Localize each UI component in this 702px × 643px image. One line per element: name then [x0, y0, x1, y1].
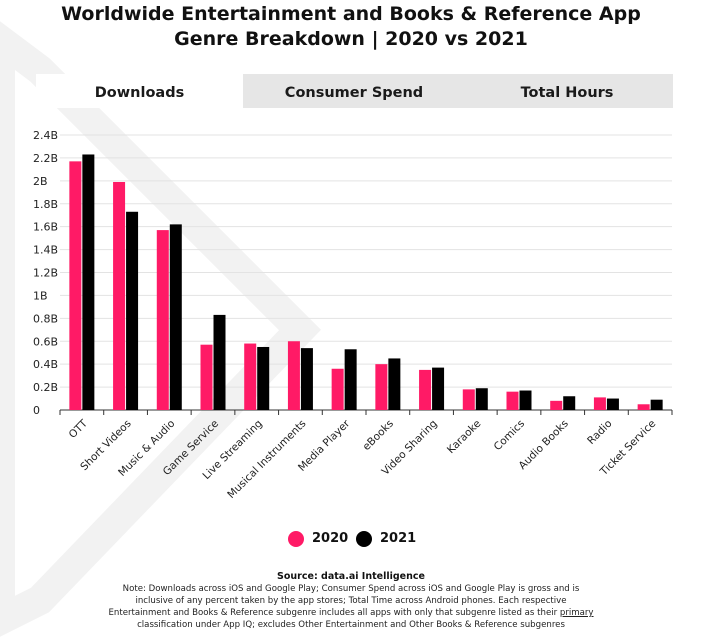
y-tick-label: 0.4B	[33, 358, 58, 371]
bar-2021	[432, 367, 445, 410]
footnote-part1: Note: Downloads across iOS and Google Pl…	[108, 584, 580, 618]
bar-2021	[82, 154, 95, 410]
bar-2020	[375, 364, 388, 410]
downloads-bar-chart: 0 0.2B 0.4B 0.6B 0.8B 1B 1.2B 1.4B 1.6B 1.8B 2B 2.2…	[33, 129, 673, 501]
bar-2020	[244, 343, 257, 410]
metric-tabs: Downloads Consumer Spend Total Hours	[36, 74, 673, 108]
x-tick-label: Comics	[492, 418, 527, 453]
bar-2021	[126, 211, 139, 410]
tab-downloads[interactable]: Downloads	[36, 74, 243, 108]
bar-2021	[388, 358, 401, 410]
bar-2020	[113, 181, 126, 410]
legend-label-2021: 2021	[380, 531, 417, 546]
tab-total-hours[interactable]: Total Hours	[520, 85, 614, 101]
y-tick-label: 0.8B	[33, 312, 58, 325]
bar-2020	[156, 230, 169, 410]
x-tick-label: Karaoke	[445, 418, 484, 457]
bar-2021	[475, 388, 488, 410]
chart-title: Worldwide Entertainment and Books & Refe…	[0, 2, 702, 52]
bar-2020	[506, 391, 519, 410]
bar-2020	[287, 341, 300, 410]
bar-2020	[200, 344, 213, 410]
y-tick-label: 1.6B	[33, 221, 58, 234]
y-tick-label: 1.8B	[33, 198, 58, 211]
y-tick-label: 1.4B	[33, 244, 58, 257]
legend-label-2020: 2020	[312, 531, 349, 546]
bar-2020	[331, 368, 344, 410]
y-tick-label: 2B	[33, 175, 48, 188]
chart-legend: 2020 2021	[0, 530, 702, 550]
y-tick-label: 0	[33, 404, 40, 417]
source-text: Source: data.ai Intelligence	[277, 571, 425, 582]
footnote-part2: classification under App IQ; excludes Ot…	[137, 620, 565, 630]
footnote-underlined: primary	[559, 608, 594, 618]
bar-2021	[257, 346, 270, 410]
bar-2020	[550, 400, 563, 410]
bar-2021	[650, 399, 663, 410]
tab-consumer-spend[interactable]: Consumer Spend	[284, 85, 424, 101]
y-tick-label: 0.6B	[33, 335, 58, 348]
bar-2021	[519, 390, 532, 410]
y-tick-label: 2.2B	[33, 152, 58, 165]
chart-title-line2: Genre Breakdown | 2020 vs 2021	[174, 28, 528, 50]
y-tick-label: 1.2B	[33, 267, 58, 280]
bar-2021	[606, 398, 619, 410]
bar-2020	[593, 397, 606, 410]
footnote: Note: Downloads across iOS and Google Pl…	[108, 583, 594, 631]
bar-2021	[344, 349, 357, 410]
bar-2020	[419, 369, 432, 410]
bar-2020	[637, 404, 650, 410]
x-tick-label: OTT	[67, 417, 91, 441]
bar-2021	[300, 348, 313, 410]
x-tick-label: Musical Instruments	[225, 418, 308, 501]
bar-2021	[213, 314, 226, 410]
bar-2020	[69, 161, 82, 410]
y-tick-label: 1B	[33, 289, 48, 302]
y-tick-label: 2.4B	[33, 129, 58, 142]
bar-2021	[169, 224, 182, 410]
chart-title-line1: Worldwide Entertainment and Books & Refe…	[61, 3, 641, 25]
legend-swatch-2021	[356, 531, 372, 547]
bar-2020	[462, 389, 475, 410]
x-tick-label: eBooks	[361, 418, 396, 453]
x-tick-label: Radio	[585, 418, 614, 447]
legend-swatch-2020	[288, 531, 304, 547]
bar-2021	[563, 396, 576, 410]
y-tick-label: 0.2B	[33, 381, 58, 394]
